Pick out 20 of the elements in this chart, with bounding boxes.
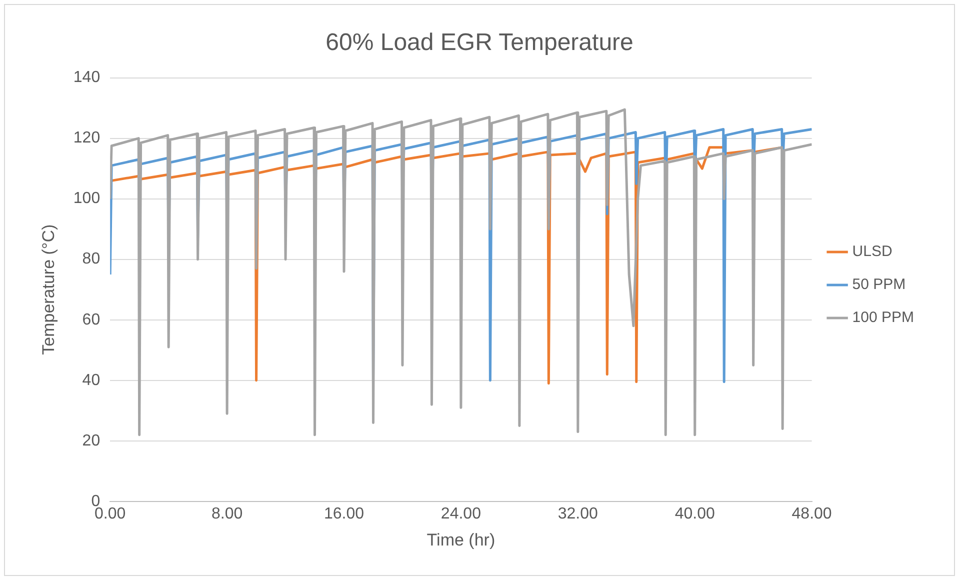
chart-title: 60% Load EGR Temperature [326,29,634,56]
x-axis-title: Time (hr) [426,530,496,550]
x-tick-label: 32.00 [558,505,598,522]
x-tick-label: 0.00 [94,505,126,522]
y-tick-label: 40 [82,372,100,389]
x-tick-label: 48.00 [792,505,832,522]
y-tick-label: 60 [82,311,100,328]
x-tick-label: 24.00 [440,505,482,522]
legend-label: 100 PPM [852,309,914,326]
x-tick-label: 8.00 [211,505,243,522]
legend-label: 50 PPM [852,276,906,294]
x-tick-label: 40.00 [674,505,715,522]
y-axis-title: Temperature (°C) [38,224,58,355]
y-tick-label: 120 [73,130,100,147]
y-tick-label: 80 [82,250,100,268]
legend-label: ULSD [852,243,892,260]
y-tick-label: 140 [73,69,100,86]
y-tick-label: 100 [73,190,100,208]
x-tick-label: 16.00 [324,505,364,522]
y-tick-label: 20 [82,432,100,450]
